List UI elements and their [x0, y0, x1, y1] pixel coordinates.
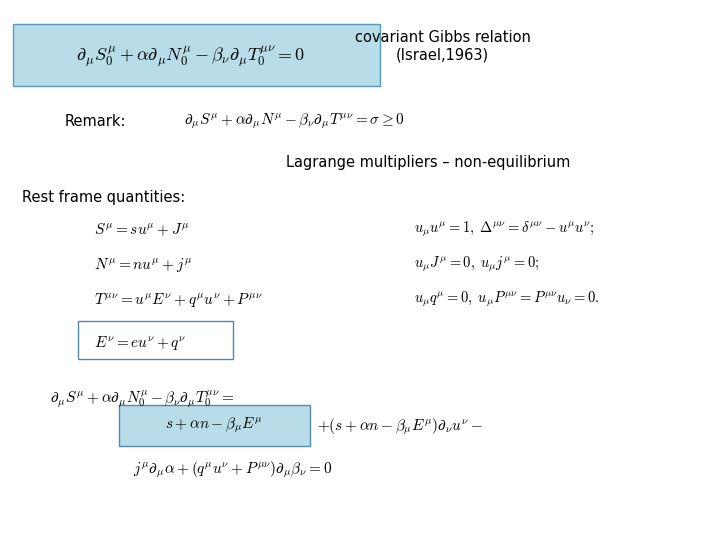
FancyBboxPatch shape [119, 405, 310, 446]
Text: $\partial_{\mu}S_0^{\mu} + \alpha\partial_{\mu}N_0^{\mu} - \beta_{\nu}\partial_{: $\partial_{\mu}S_0^{\mu} + \alpha\partia… [76, 44, 305, 69]
Text: $u_{\mu}u^{\mu} = 1,\; \Delta^{\mu\nu} = \delta^{\mu\nu} - u^{\mu}u^{\nu};$: $u_{\mu}u^{\mu} = 1,\; \Delta^{\mu\nu} =… [414, 220, 595, 239]
Text: $S^{\mu} = su^{\mu} + J^{\mu}$: $S^{\mu} = su^{\mu} + J^{\mu}$ [94, 221, 189, 238]
Text: $u_{\mu}q^{\mu} = 0,\; u_{\mu}P^{\mu\nu} = P^{\mu\nu}u_{\nu} = 0.$: $u_{\mu}q^{\mu} = 0,\; u_{\mu}P^{\mu\nu}… [414, 290, 600, 309]
Text: $\partial_{\mu}S^{\mu} + \alpha\partial_{\mu}N^{\mu} - \beta_{\nu}\partial_{\mu}: $\partial_{\mu}S^{\mu} + \alpha\partial_… [184, 112, 405, 131]
Text: $u_{\mu}J^{\mu} = 0,\; u_{\mu}j^{\mu} = 0;$: $u_{\mu}J^{\mu} = 0,\; u_{\mu}j^{\mu} = … [414, 255, 539, 274]
Text: $E^{\nu} = eu^{\nu} + q^{\nu}$: $E^{\nu} = eu^{\nu} + q^{\nu}$ [94, 334, 186, 352]
Text: Rest frame quantities:: Rest frame quantities: [22, 190, 185, 205]
Text: $s + \alpha n - \beta_{\mu}E^{\mu}$: $s + \alpha n - \beta_{\mu}E^{\mu}$ [166, 415, 263, 435]
Text: $\partial_{\mu}S^{\mu} + \alpha\partial_{\mu}N_0^{\mu} - \beta_{\nu}\partial_{\m: $\partial_{\mu}S^{\mu} + \alpha\partial_… [50, 389, 235, 410]
Text: $N^{\mu} = nu^{\mu} + j^{\mu}$: $N^{\mu} = nu^{\mu} + j^{\mu}$ [94, 255, 192, 274]
Text: $T^{\mu\nu} = u^{\mu}E^{\nu} + q^{\mu}u^{\nu} + P^{\mu\nu}$: $T^{\mu\nu} = u^{\mu}E^{\nu} + q^{\mu}u^… [94, 291, 262, 309]
Text: covariant Gibbs relation
(Israel,1963): covariant Gibbs relation (Israel,1963) [355, 30, 531, 62]
FancyBboxPatch shape [13, 24, 380, 86]
Text: Lagrange multipliers – non-equilibrium: Lagrange multipliers – non-equilibrium [287, 154, 570, 170]
Text: $j^{\mu}\partial_{\mu}\alpha + (q^{\mu}u^{\nu} + P^{\mu\nu})\partial_{\mu}\beta_: $j^{\mu}\partial_{\mu}\alpha + (q^{\mu}u… [133, 460, 333, 480]
FancyBboxPatch shape [78, 321, 233, 359]
Text: $+(s + \alpha n - \beta_{\mu}E^{\mu})\partial_{\nu}u^{\nu} -$: $+(s + \alpha n - \beta_{\mu}E^{\mu})\pa… [317, 416, 483, 437]
Text: Remark:: Remark: [65, 114, 126, 129]
